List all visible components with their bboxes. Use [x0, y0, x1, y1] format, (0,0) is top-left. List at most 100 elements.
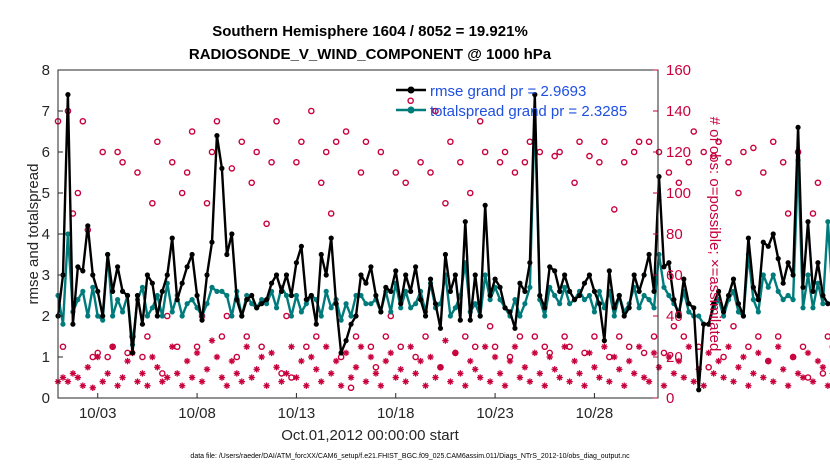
rmse-point: [309, 293, 314, 298]
totalspread-point: [229, 313, 234, 318]
rmse-point: [557, 289, 562, 294]
possible-point: [800, 344, 805, 349]
possible-point: [786, 211, 791, 216]
rmse-point: [343, 338, 348, 343]
rmse-point: [348, 322, 353, 327]
rmse-point: [383, 285, 388, 290]
totalspread-point: [190, 297, 195, 302]
rmse-point: [135, 293, 140, 298]
assimilated-point: [70, 370, 76, 376]
assimilated-point: [417, 358, 423, 364]
totalspread-point: [110, 313, 115, 318]
y-right-tick-label: 20: [666, 349, 683, 366]
assimilated-point: [755, 350, 761, 356]
rmse-point: [527, 260, 532, 265]
rmse-point: [329, 236, 334, 241]
rmse-point: [194, 293, 199, 298]
totalspread-point: [209, 285, 214, 290]
legend-rmse-label: rmse grand pr = 2.9693: [430, 83, 586, 100]
x-tick-label: 10/13: [278, 405, 316, 422]
totalspread-point: [686, 309, 691, 314]
totalspread-point: [274, 305, 279, 310]
rmse-point: [592, 289, 597, 294]
totalspread-point: [800, 305, 805, 310]
assimilated-point: [795, 370, 801, 376]
totalspread-point: [219, 289, 224, 294]
totalspread-point: [224, 293, 229, 298]
rmse-point: [597, 301, 602, 306]
possible-point: [736, 190, 741, 195]
totalspread-point: [527, 285, 532, 290]
assimilated-point: [571, 358, 577, 364]
assimilated-point: [586, 350, 592, 356]
totalspread-point: [786, 293, 791, 298]
rmse-point: [567, 289, 572, 294]
y-right-tick-label: 80: [666, 226, 683, 243]
assimilated-point: [472, 366, 478, 372]
rmse-point: [393, 268, 398, 273]
assimilated-point: [104, 370, 110, 376]
rmse-point: [756, 297, 761, 302]
rmse-point: [587, 272, 592, 277]
totalspread-point: [150, 305, 155, 310]
rmse-point: [185, 264, 190, 269]
totalspread-point: [666, 293, 671, 298]
totalspread-point: [160, 313, 165, 318]
rmse-point: [234, 297, 239, 302]
rmse-point: [373, 293, 378, 298]
rmse-point: [249, 293, 254, 298]
rmse-point: [75, 264, 80, 269]
assimilated-point: [234, 370, 240, 376]
x-tick-label: 10/08: [178, 405, 216, 422]
totalspread-point: [289, 313, 294, 318]
assimilated-point: [735, 364, 741, 370]
assimilated-point: [606, 378, 612, 384]
assimilated-point: [626, 358, 632, 364]
rmse-point: [388, 289, 393, 294]
rmse-point: [403, 272, 408, 277]
assimilated-point: [740, 354, 746, 360]
totalspread-point: [185, 301, 190, 306]
assimilated-point: [263, 383, 269, 389]
assimilated-point: [681, 374, 687, 380]
rmse-point: [85, 223, 90, 228]
rmse-point: [224, 252, 229, 257]
assimilated-point: [770, 378, 776, 384]
rmse-point: [229, 231, 234, 236]
assimilated-point: [124, 358, 130, 364]
rmse-point: [423, 313, 428, 318]
totalspread-point: [756, 309, 761, 314]
assimilated-point: [447, 378, 453, 384]
assimilated-point: [820, 364, 826, 370]
possible-point: [771, 139, 776, 144]
rmse-point: [140, 322, 145, 327]
rmse-point: [607, 268, 612, 273]
totalspread-point: [641, 293, 646, 298]
rmse-point: [602, 338, 607, 343]
rmse-point: [443, 252, 448, 257]
totalspread-point: [329, 305, 334, 310]
totalspread-point: [348, 313, 353, 318]
y-right-tick-label: 160: [666, 62, 691, 79]
rmse-point: [751, 285, 756, 290]
assimilated-point: [760, 374, 766, 380]
possible-point: [726, 160, 731, 165]
rmse-point: [150, 281, 155, 286]
rmse-point: [204, 272, 209, 277]
rmse-point: [492, 277, 497, 282]
possible-point: [815, 180, 820, 185]
totalspread-point: [80, 289, 85, 294]
assimilated-point: [765, 358, 771, 364]
totalspread-point: [363, 301, 368, 306]
assimilated-point: [467, 358, 473, 364]
assimilated-point: [581, 383, 587, 389]
footer-data-file: data file: /Users/raeder/DAI/ATM_forcXX/…: [190, 453, 630, 460]
assimilated-point: [80, 383, 86, 389]
rmse-point: [239, 313, 244, 318]
assimilated-point: [810, 378, 816, 384]
totalspread-point: [180, 313, 185, 318]
rmse-point: [80, 268, 85, 273]
rmse-point: [209, 240, 214, 245]
totalspread-point: [214, 289, 219, 294]
possible-point: [681, 334, 686, 339]
